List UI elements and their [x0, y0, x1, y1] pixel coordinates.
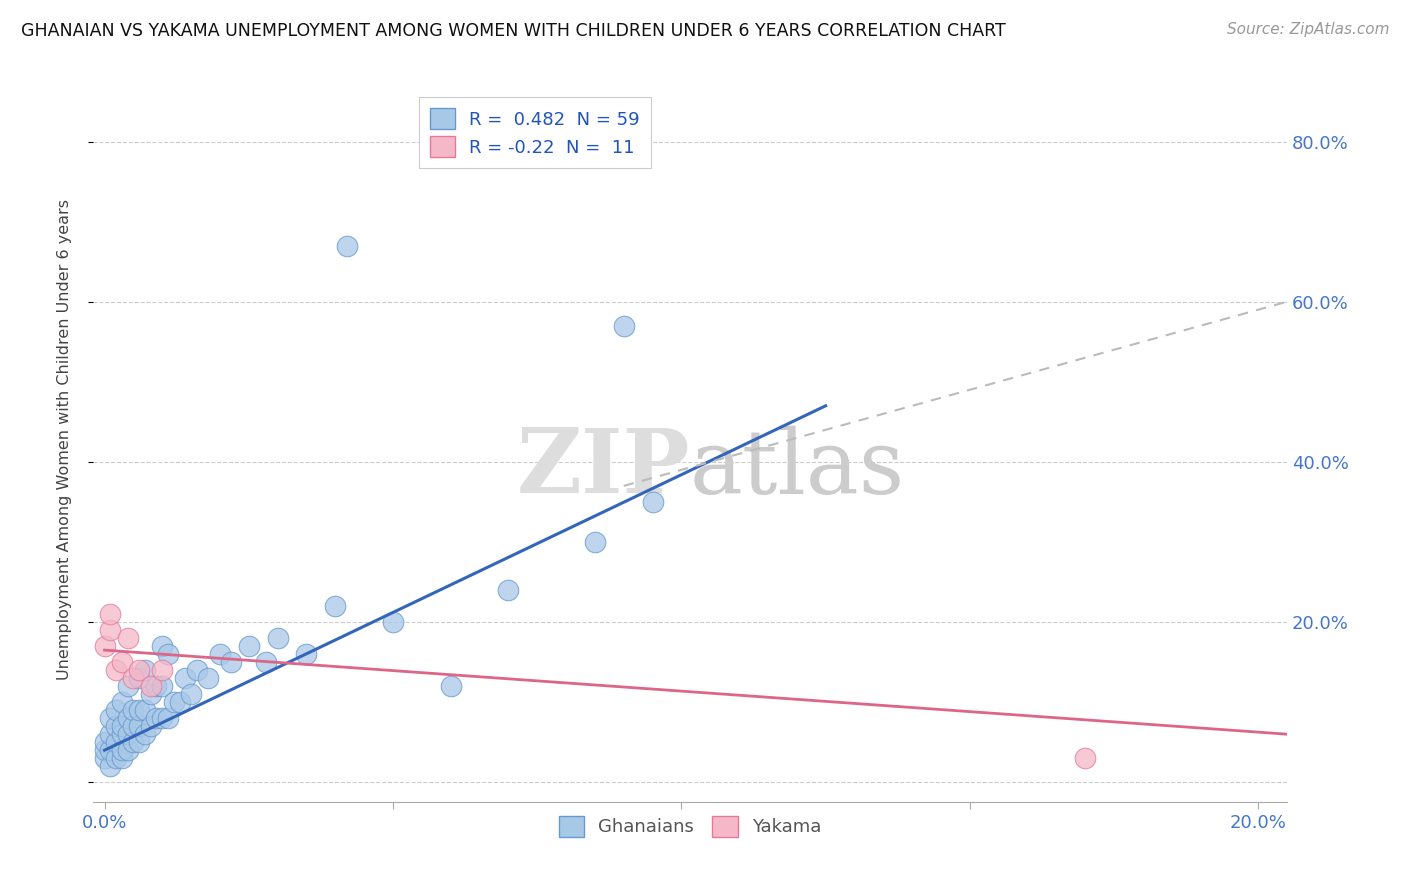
Point	[105, 703, 128, 717]
Point	[105, 735, 128, 749]
Point	[150, 663, 173, 677]
Point	[266, 631, 288, 645]
Point	[295, 647, 318, 661]
Point	[440, 679, 463, 693]
Point	[128, 703, 150, 717]
Point	[117, 743, 139, 757]
Point	[583, 535, 606, 549]
Point	[128, 663, 150, 677]
Point	[641, 495, 664, 509]
Point	[122, 719, 145, 733]
Point	[128, 671, 150, 685]
Point	[105, 719, 128, 733]
Point	[208, 647, 231, 661]
Point	[98, 607, 121, 621]
Text: GHANAIAN VS YAKAMA UNEMPLOYMENT AMONG WOMEN WITH CHILDREN UNDER 6 YEARS CORRELAT: GHANAIAN VS YAKAMA UNEMPLOYMENT AMONG WO…	[21, 22, 1005, 40]
Point	[221, 655, 243, 669]
Point	[98, 759, 121, 773]
Point	[98, 711, 121, 725]
Point	[128, 719, 150, 733]
Point	[111, 743, 134, 757]
Point	[498, 582, 520, 597]
Point	[134, 663, 156, 677]
Point	[111, 655, 134, 669]
Point	[98, 743, 121, 757]
Point	[613, 318, 636, 333]
Point	[150, 711, 173, 725]
Point	[186, 663, 208, 677]
Point	[117, 727, 139, 741]
Y-axis label: Unemployment Among Women with Children Under 6 years: Unemployment Among Women with Children U…	[58, 199, 72, 681]
Point	[197, 671, 219, 685]
Point	[180, 687, 202, 701]
Point	[93, 639, 115, 653]
Point	[128, 735, 150, 749]
Point	[150, 679, 173, 693]
Point	[122, 735, 145, 749]
Point	[145, 711, 167, 725]
Text: atlas: atlas	[690, 425, 905, 513]
Point	[381, 615, 404, 629]
Point	[336, 238, 359, 252]
Point	[111, 727, 134, 741]
Point	[111, 719, 134, 733]
Point	[117, 711, 139, 725]
Point	[98, 727, 121, 741]
Point	[156, 711, 179, 725]
Point	[98, 623, 121, 637]
Point	[238, 639, 260, 653]
Point	[139, 679, 162, 693]
Point	[111, 751, 134, 765]
Point	[139, 719, 162, 733]
Point	[93, 751, 115, 765]
Point	[105, 663, 128, 677]
Point	[156, 647, 179, 661]
Point	[174, 671, 197, 685]
Point	[93, 743, 115, 757]
Point	[122, 703, 145, 717]
Legend: Ghanaians, Yakama: Ghanaians, Yakama	[551, 809, 828, 844]
Point	[1074, 751, 1097, 765]
Point	[145, 679, 167, 693]
Point	[134, 727, 156, 741]
Point	[134, 703, 156, 717]
Point	[93, 735, 115, 749]
Text: Source: ZipAtlas.com: Source: ZipAtlas.com	[1226, 22, 1389, 37]
Point	[122, 671, 145, 685]
Point	[254, 655, 277, 669]
Point	[105, 751, 128, 765]
Text: ZIP: ZIP	[516, 425, 690, 512]
Point	[117, 631, 139, 645]
Point	[323, 599, 346, 613]
Point	[111, 695, 134, 709]
Point	[150, 639, 173, 653]
Point	[163, 695, 186, 709]
Point	[169, 695, 191, 709]
Point	[117, 679, 139, 693]
Point	[139, 687, 162, 701]
